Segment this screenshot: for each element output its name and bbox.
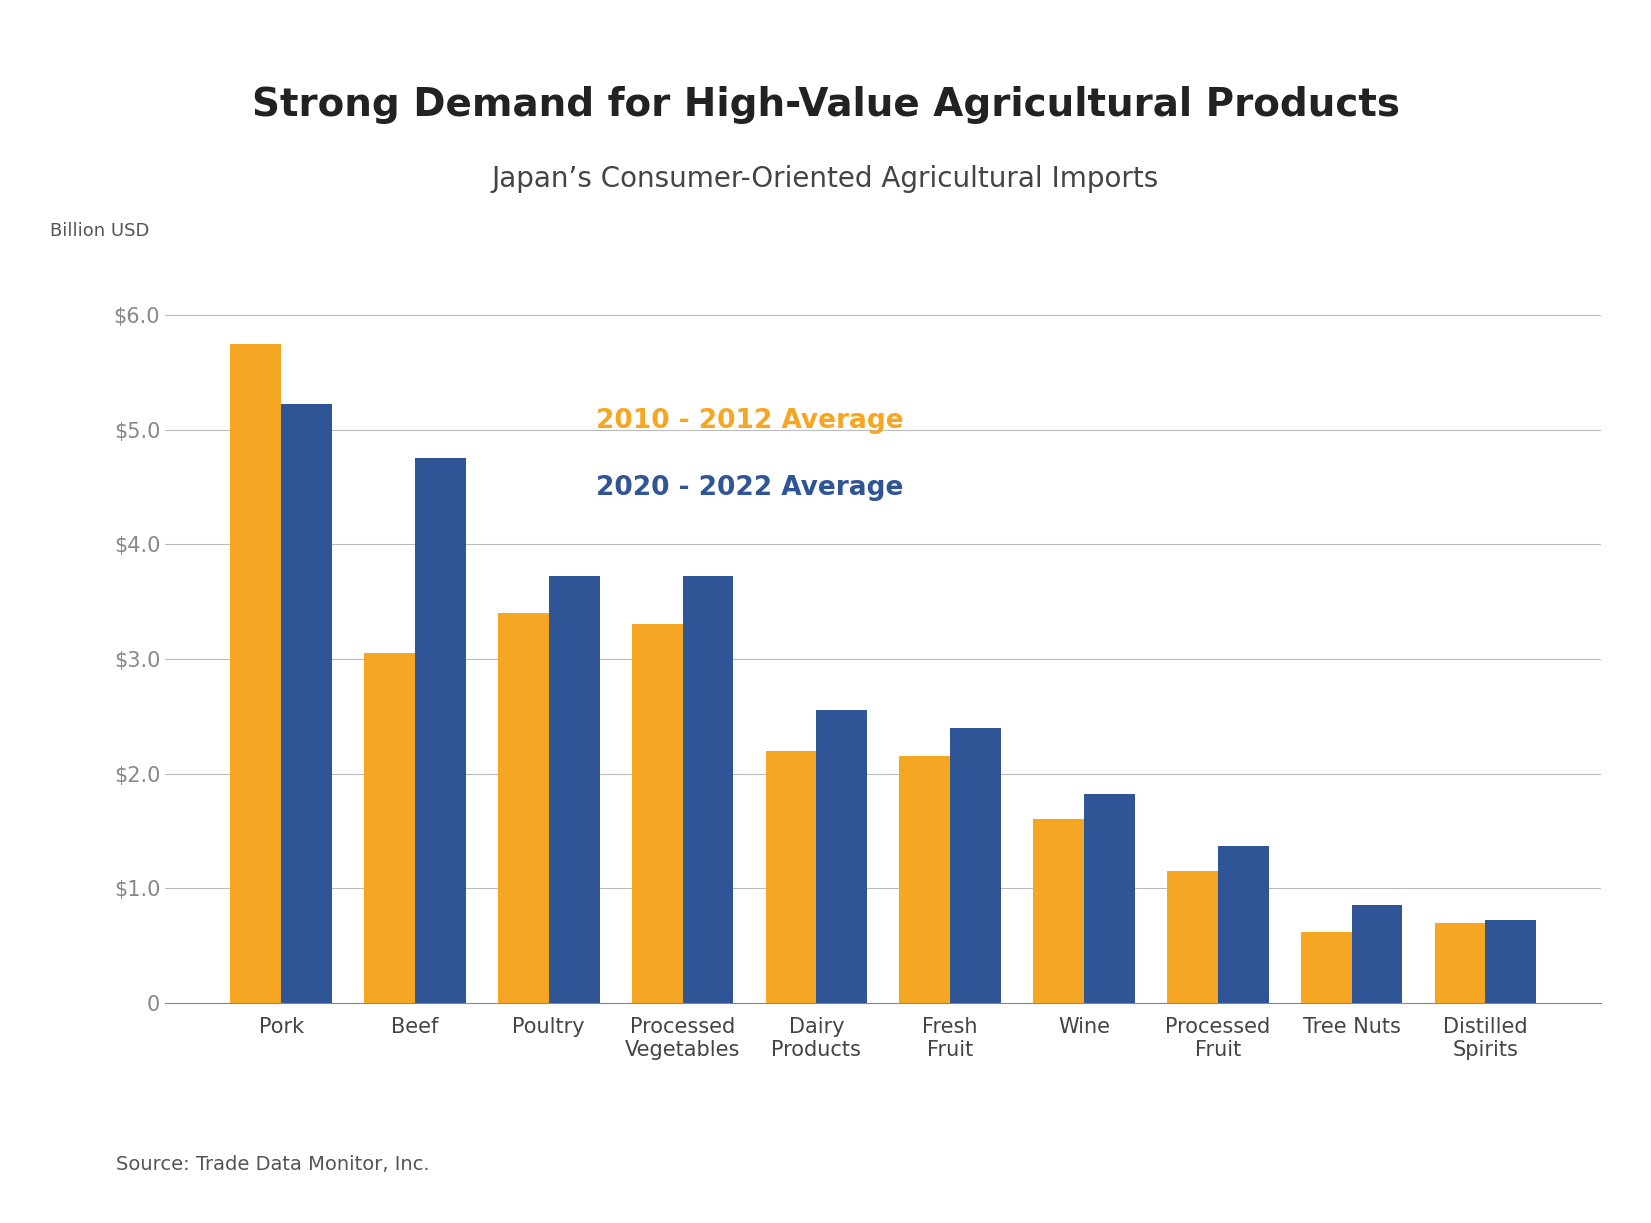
Bar	[1435, 922, 1486, 1003]
Bar	[1486, 921, 1535, 1003]
Bar	[1301, 932, 1352, 1003]
Text: Strong Demand for High-Value Agricultural Products: Strong Demand for High-Value Agricultura…	[251, 86, 1400, 124]
Bar	[766, 751, 816, 1003]
Bar	[1218, 846, 1268, 1003]
Bar	[1352, 905, 1402, 1003]
Text: Source: Trade Data Monitor, Inc.: Source: Trade Data Monitor, Inc.	[116, 1155, 429, 1174]
Bar	[1167, 871, 1218, 1003]
Bar	[1034, 819, 1085, 1003]
Bar	[900, 756, 951, 1003]
Text: 2020 - 2022 Average: 2020 - 2022 Average	[596, 475, 903, 500]
Bar	[1085, 794, 1134, 1003]
Bar	[632, 625, 682, 1003]
Bar	[548, 576, 599, 1003]
Bar	[816, 711, 867, 1003]
Text: Billion USD: Billion USD	[50, 221, 150, 240]
Bar	[414, 459, 466, 1003]
Bar	[281, 405, 332, 1003]
Bar	[365, 653, 414, 1003]
Bar	[499, 613, 548, 1003]
Bar	[951, 728, 1001, 1003]
Bar	[682, 576, 733, 1003]
Bar	[231, 344, 281, 1003]
Text: 2010 - 2012 Average: 2010 - 2012 Average	[596, 408, 903, 434]
Text: Japan’s Consumer-Oriented Agricultural Imports: Japan’s Consumer-Oriented Agricultural I…	[492, 165, 1159, 193]
